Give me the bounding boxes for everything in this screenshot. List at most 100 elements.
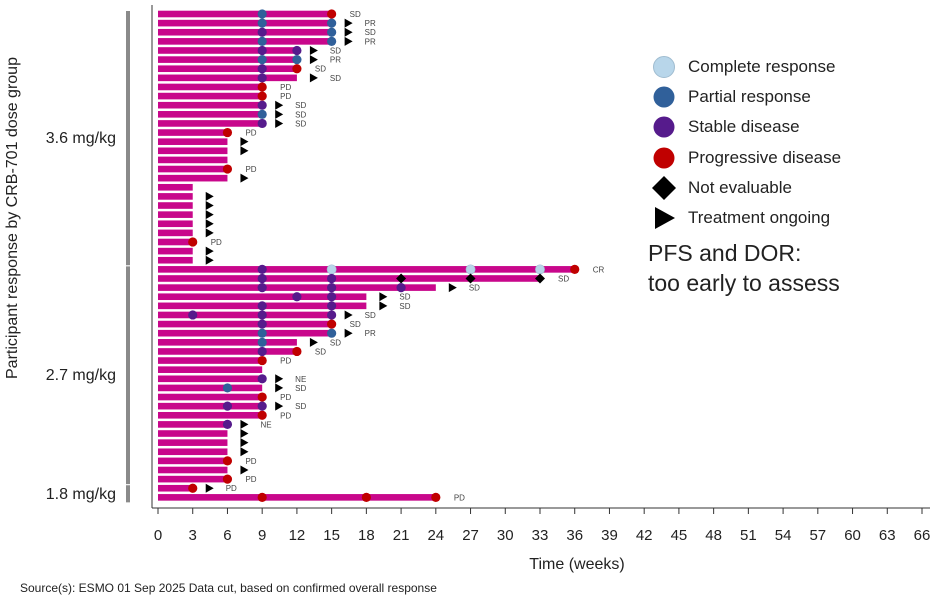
duration-bar xyxy=(158,65,297,73)
legend-label: Not evaluable xyxy=(688,177,792,197)
treatment-ongoing-arrow xyxy=(275,118,284,128)
legend-label: Partial response xyxy=(688,87,811,107)
x-tick-label: 57 xyxy=(809,527,826,544)
pd-marker xyxy=(327,319,337,329)
swimmer-row xyxy=(158,429,249,439)
sd-marker xyxy=(257,27,267,37)
swimmer-row xyxy=(158,246,214,256)
legend-item-pr: Partial response xyxy=(645,82,841,112)
duration-bar xyxy=(158,220,193,228)
treatment-ongoing-arrow xyxy=(275,100,284,110)
swimmer-row: SD xyxy=(158,73,341,83)
sd-marker xyxy=(222,401,233,411)
response-label: SD xyxy=(469,284,480,293)
treatment-ongoing-arrow xyxy=(275,401,284,411)
swimmer-row: SD xyxy=(158,301,411,311)
response-label: PD xyxy=(280,357,291,366)
sd-marker xyxy=(327,301,337,311)
duration-bar xyxy=(158,138,228,145)
treatment-ongoing-arrow xyxy=(344,310,353,320)
swimmer-row: SD xyxy=(158,9,361,19)
swimmer-row xyxy=(158,219,214,229)
duration-bar xyxy=(158,494,436,501)
swimmer-row: PR xyxy=(158,55,341,65)
x-tick-label: 3 xyxy=(189,527,197,544)
pr-marker xyxy=(257,36,267,46)
swimmer-row xyxy=(158,465,249,475)
treatment-ongoing-arrow xyxy=(275,383,284,393)
duration-bar xyxy=(158,293,367,301)
sd-marker xyxy=(257,73,267,83)
x-tick-label: 9 xyxy=(258,527,266,544)
pd-marker xyxy=(327,9,337,19)
response-label: PD xyxy=(245,457,256,466)
legend-triangle-icon xyxy=(645,206,683,230)
group-label: 2.7 mg/kg xyxy=(46,367,116,384)
swimmer-row xyxy=(158,438,249,448)
pd-marker xyxy=(222,164,233,174)
response-label: NE xyxy=(260,420,271,429)
response-label: SD xyxy=(350,10,361,19)
duration-bar xyxy=(158,384,263,392)
duration-bar xyxy=(158,311,332,319)
duration-bar xyxy=(158,38,332,45)
pr-marker xyxy=(257,337,267,347)
swimmer-row xyxy=(158,183,193,191)
treatment-ongoing-arrow xyxy=(309,45,318,55)
duration-bar xyxy=(158,357,263,364)
swimmer-row xyxy=(158,146,249,156)
duration-bar xyxy=(158,238,193,246)
swimmer-row: SD xyxy=(158,337,341,347)
pr-marker xyxy=(327,36,337,46)
legend-item-ongoing: Treatment ongoing xyxy=(645,203,841,233)
swimmer-row: SD xyxy=(158,401,307,411)
duration-bar xyxy=(158,101,263,109)
treatment-ongoing-arrow xyxy=(344,27,353,37)
swimmer-row: PR xyxy=(158,328,376,338)
swimmer-row: PD xyxy=(158,456,257,466)
swimmer-row: PR xyxy=(158,18,376,28)
annotation-line-2: too early to assess xyxy=(648,270,840,296)
duration-bar xyxy=(158,320,332,328)
x-tick-label: 30 xyxy=(497,527,514,544)
duration-bar xyxy=(158,193,193,200)
source-note: Source(s): ESMO 01 Sep 2025 Data cut, ba… xyxy=(20,581,437,595)
treatment-ongoing-arrow xyxy=(344,18,353,28)
treatment-ongoing-arrow xyxy=(448,283,457,293)
swimmer-row xyxy=(158,137,249,147)
swimmer-row: SD xyxy=(158,292,411,302)
treatment-ongoing-arrow xyxy=(240,137,249,147)
swimmer-row: SD xyxy=(158,27,376,37)
duration-bar xyxy=(158,174,228,182)
cr-marker xyxy=(535,264,545,275)
legend-circle-icon xyxy=(645,146,683,170)
duration-bar xyxy=(158,83,263,91)
response-label: PD xyxy=(226,484,237,493)
response-label: SD xyxy=(399,302,410,311)
duration-bar xyxy=(158,402,263,410)
sd-marker xyxy=(257,64,267,74)
legend-diamond-icon xyxy=(645,175,683,201)
response-label: PD xyxy=(280,92,291,101)
swimmer-row: SD xyxy=(158,273,569,284)
legend-item-sd: Stable disease xyxy=(645,112,841,142)
x-tick-label: 39 xyxy=(601,527,618,544)
response-label: CR xyxy=(593,265,605,274)
not-evaluable-marker xyxy=(535,273,545,284)
duration-bar xyxy=(158,120,263,127)
swimmer-row: SD xyxy=(158,383,307,393)
duration-bar xyxy=(158,348,297,355)
duration-bar xyxy=(158,28,332,36)
response-label: SD xyxy=(295,119,306,128)
x-tick-label: 18 xyxy=(358,527,375,544)
duration-bar xyxy=(158,466,228,474)
treatment-ongoing-arrow xyxy=(205,191,214,201)
sd-marker xyxy=(327,310,337,320)
treatment-ongoing-arrow xyxy=(205,255,214,265)
duration-bar xyxy=(158,183,193,191)
duration-bar xyxy=(158,284,436,291)
response-label: NE xyxy=(295,375,306,384)
swimmer-row: PD xyxy=(158,474,257,484)
group-label: 3.6 mg/kg xyxy=(46,130,116,147)
duration-bar xyxy=(158,439,228,446)
